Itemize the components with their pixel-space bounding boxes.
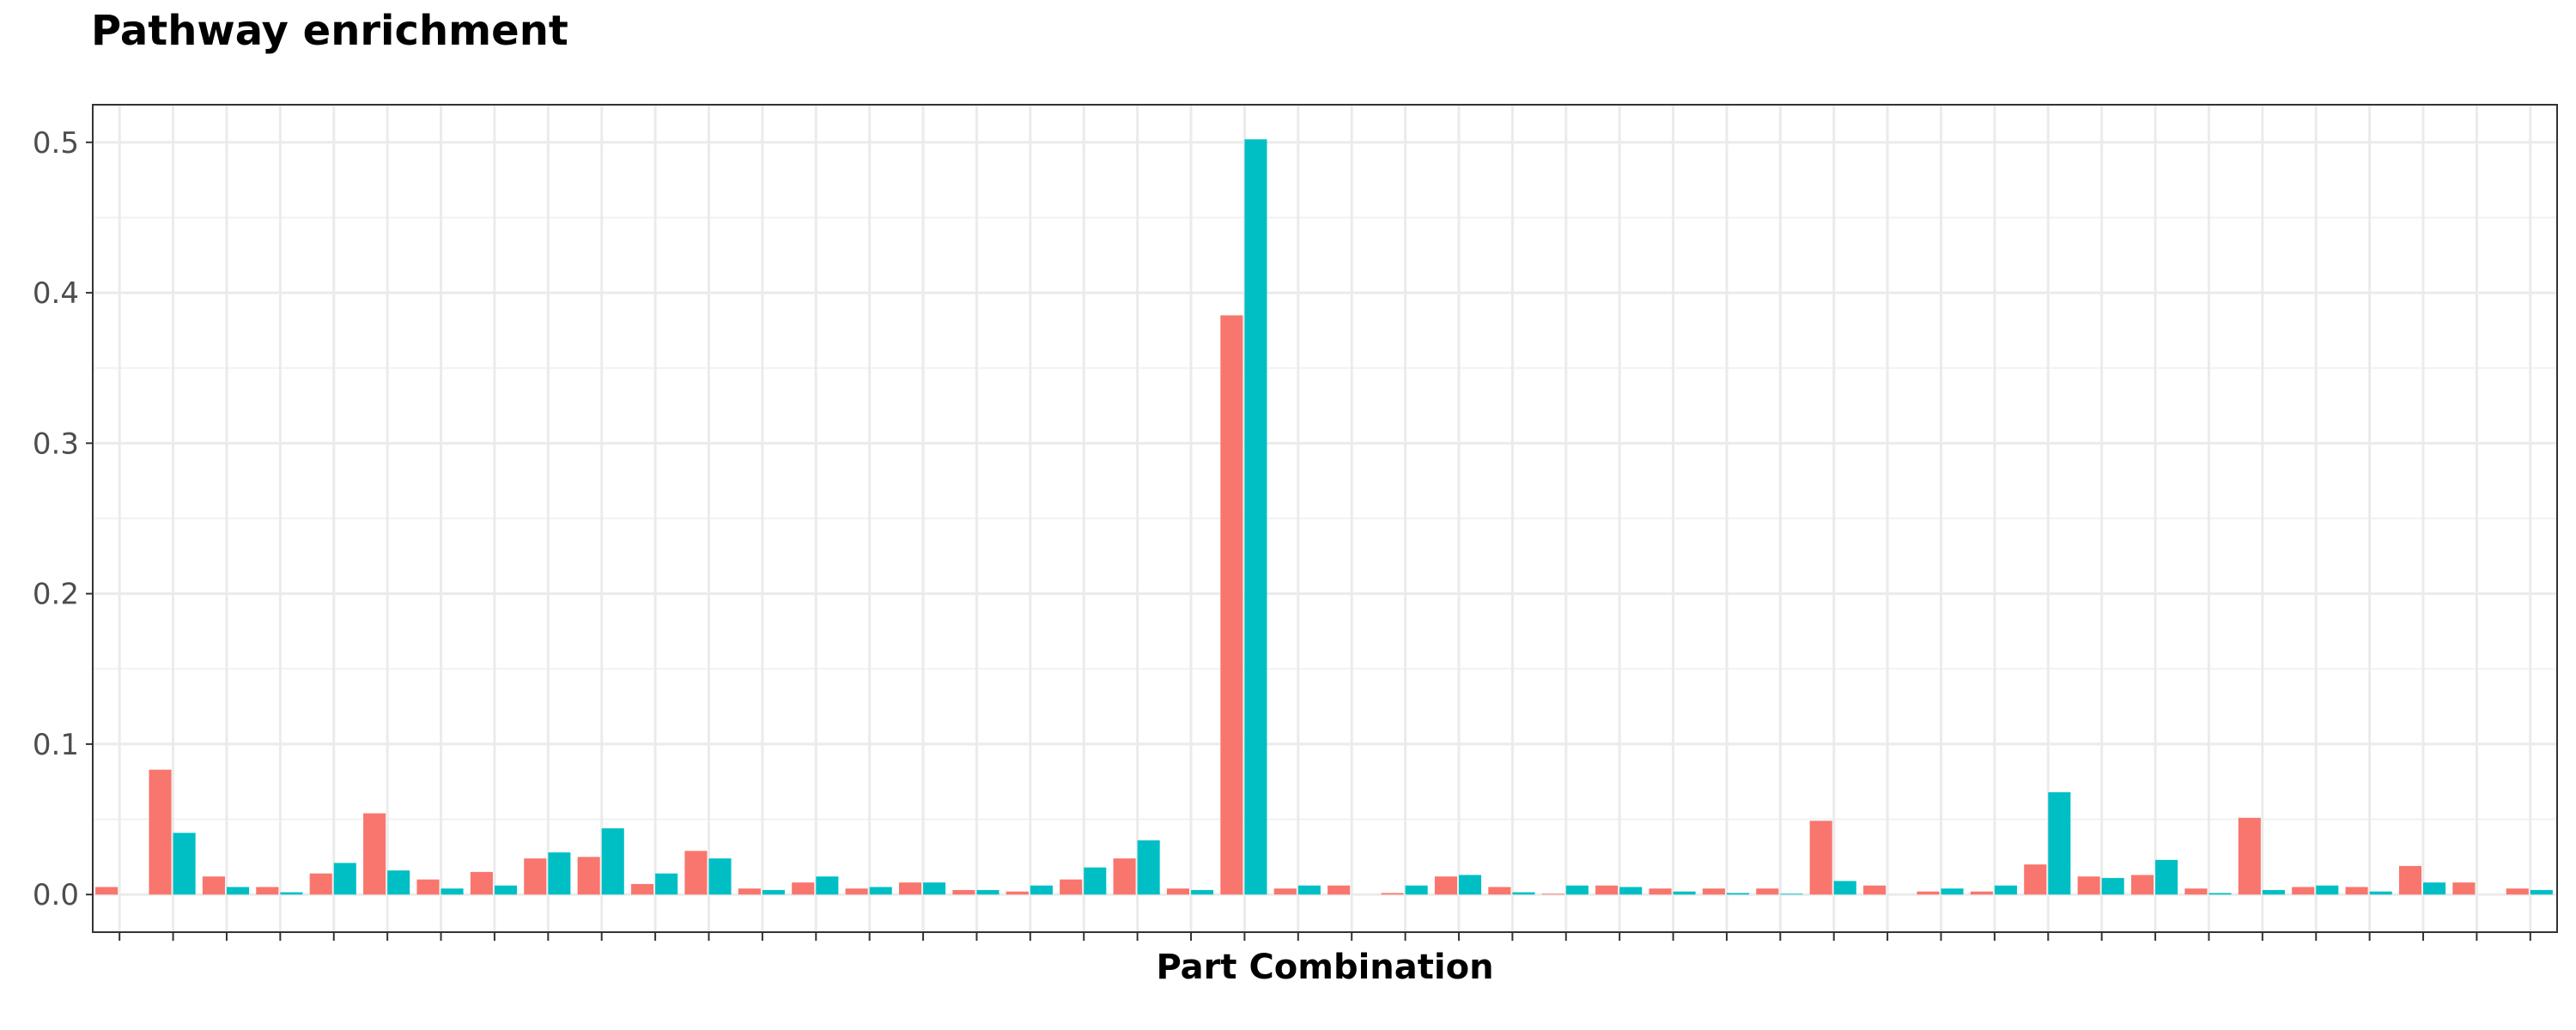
bar-series1-cat42 xyxy=(2292,887,2315,895)
bar-series2-cat25 xyxy=(1405,885,1428,895)
bar-series2-cat21 xyxy=(1191,889,1214,895)
bar-series1-cat8 xyxy=(470,871,493,895)
bar-series1-cat36 xyxy=(1970,891,1993,895)
bar-series2-cat20 xyxy=(1137,840,1160,895)
bar-series1-cat25 xyxy=(1381,893,1404,895)
bar-series1-cat45 xyxy=(2452,882,2476,895)
bar-series1-cat27 xyxy=(1488,887,1511,895)
plot-border xyxy=(92,104,2558,933)
bar-series1-cat11 xyxy=(631,883,654,895)
bar-series2-cat15 xyxy=(869,887,892,895)
bar-series1-cat22 xyxy=(1220,315,1243,895)
bar-series2-cat29 xyxy=(1619,887,1643,895)
bar-series1-cat19 xyxy=(1060,879,1083,895)
bar-series1-cat40 xyxy=(2184,888,2208,895)
bar-series2-cat18 xyxy=(1030,885,1053,895)
bar-series2-cat19 xyxy=(1084,867,1107,895)
bar-series1-cat35 xyxy=(1917,891,1940,895)
bar-series2-cat44 xyxy=(2423,882,2446,895)
bar-series2-cat26 xyxy=(1458,875,1482,895)
bar-series1-cat10 xyxy=(577,857,600,895)
bar-series1-cat37 xyxy=(2024,864,2047,895)
y-tick-label: 0.5 xyxy=(33,126,79,161)
bar-series2-cat33 xyxy=(1833,881,1856,895)
bar-series1-cat32 xyxy=(1756,888,1779,895)
bar-series1-cat44 xyxy=(2398,865,2422,895)
bar-series1-cat29 xyxy=(1595,885,1619,895)
bar-series2-cat27 xyxy=(1512,892,1535,895)
bar-series1-cat38 xyxy=(2077,876,2100,895)
bar-series1-cat12 xyxy=(684,851,708,895)
y-tick-label: 0.2 xyxy=(33,578,79,612)
bar-series1-cat14 xyxy=(792,882,815,895)
bar-series1-cat16 xyxy=(898,882,922,895)
bar-series2-cat39 xyxy=(2155,859,2178,895)
bar-series2-cat13 xyxy=(762,889,785,895)
bar-series2-cat36 xyxy=(1994,885,2017,895)
bar-series1-cat4 xyxy=(256,887,279,895)
bar-series1-cat5 xyxy=(309,873,332,895)
bar-series1-cat3 xyxy=(202,876,225,895)
bar-series2-cat35 xyxy=(1941,888,1964,895)
bar-series1-cat26 xyxy=(1434,876,1457,895)
bar-series2-cat28 xyxy=(1565,885,1589,895)
bar-series2-cat22 xyxy=(1244,139,1267,895)
bar-series2-cat6 xyxy=(387,870,410,895)
bar-series2-cat4 xyxy=(280,892,303,895)
bar-series1-cat9 xyxy=(524,858,547,895)
bar-series2-cat10 xyxy=(601,828,624,895)
bar-series1-cat39 xyxy=(2130,875,2154,895)
bar-series1-cat30 xyxy=(1649,888,1672,895)
bar-series2-cat5 xyxy=(333,863,356,895)
y-tick-label: 0.4 xyxy=(33,276,79,311)
bar-series1-cat18 xyxy=(1005,891,1029,895)
bar-series1-cat46 xyxy=(2506,888,2529,895)
y-tick-label: 0.0 xyxy=(33,878,79,912)
bar-series1-cat20 xyxy=(1113,858,1136,895)
bar-series1-cat1 xyxy=(95,887,118,895)
bar-series2-cat16 xyxy=(923,882,946,895)
bar-series2-cat2 xyxy=(173,833,196,895)
bar-series1-cat7 xyxy=(416,879,440,895)
bar-series2-cat37 xyxy=(2048,792,2071,895)
bar-series2-cat8 xyxy=(494,885,518,895)
bar-series2-cat9 xyxy=(548,852,571,895)
bar-series1-cat21 xyxy=(1166,888,1190,895)
bar-series2-cat7 xyxy=(440,888,464,895)
bar-series2-cat14 xyxy=(816,876,839,895)
bar-series2-cat23 xyxy=(1297,885,1321,895)
bar-series1-cat41 xyxy=(2238,817,2261,895)
bar-series1-cat2 xyxy=(149,769,172,895)
bar-series2-cat38 xyxy=(2101,877,2124,895)
bar-series1-cat23 xyxy=(1273,888,1297,895)
bar-series1-cat17 xyxy=(952,889,975,895)
bar-series2-cat46 xyxy=(2530,889,2553,895)
bar-series2-cat17 xyxy=(976,889,999,895)
bars xyxy=(95,139,2553,895)
y-tick-label: 0.1 xyxy=(33,728,79,762)
bar-series1-cat6 xyxy=(363,813,386,895)
bar-series1-cat15 xyxy=(845,888,868,895)
y-tick-label: 0.3 xyxy=(33,427,79,461)
bar-series1-cat13 xyxy=(738,888,761,895)
bar-series2-cat43 xyxy=(2369,891,2392,895)
bar-series2-cat3 xyxy=(226,887,250,895)
chart-title: Pathway enrichment xyxy=(91,7,568,55)
bar-series1-cat31 xyxy=(1702,888,1725,895)
bar-series2-cat30 xyxy=(1673,891,1696,895)
bar-series1-cat34 xyxy=(1863,885,1886,895)
bar-series1-cat33 xyxy=(1809,821,1832,895)
bar-series2-cat11 xyxy=(655,873,678,895)
bar-series2-cat31 xyxy=(1726,893,1750,895)
bar-series2-cat40 xyxy=(2208,893,2232,895)
bar-series1-cat24 xyxy=(1327,885,1351,895)
bar-series2-cat12 xyxy=(708,858,732,895)
axes: 0.0 0.1 0.2 0.3 0.4 0.5 xyxy=(33,126,2531,941)
x-axis-title: Part Combination xyxy=(1156,948,1493,987)
bar-series2-cat41 xyxy=(2262,889,2285,895)
bar-series1-cat43 xyxy=(2345,887,2368,895)
bar-series2-cat42 xyxy=(2316,885,2339,895)
